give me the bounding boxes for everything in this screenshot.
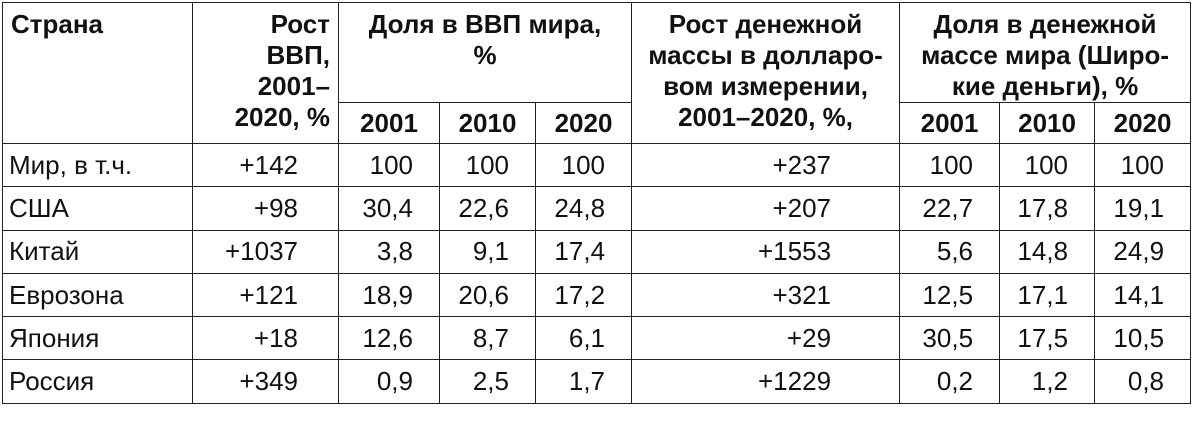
money-share-2010-cell: 100 [999,142,1096,188]
header-money-share: Доля в денежной массе мира (Широ- кие де… [899,2,1192,103]
money-share-2010-cell: 1,2 [999,359,1096,404]
money-growth-cell: +1229 [631,359,901,404]
money-share-2001-cell: 22,7 [899,186,1001,231]
money-growth-cell: +207 [631,186,901,231]
gdp-growth-cell: +98 [192,186,339,231]
header-money-growth: Рост денежной массы в долларо- вом измер… [631,2,901,144]
header-country: Страна [2,2,193,144]
gdp-share-2001-cell: 12,6 [338,316,440,361]
country-cell: Россия [2,359,193,404]
table-row: Китай +1037 3,8 9,1 17,4 +1553 5,6 14,8 24,9 [2,229,1192,274]
gdp-share-2010-cell: 2,5 [439,359,536,404]
money-share-2010-cell: 17,8 [999,186,1096,231]
data-table: Страна Рост ВВП, 2001– 2020, % Доля в ВВ… [2,2,1192,404]
money-share-2020-cell: 0,8 [1094,359,1192,404]
table-row: США +98 30,4 22,6 24,8 +207 22,7 17,8 19,1 [2,186,1192,231]
table-row: Мир, в т.ч. +142 100 100 100 +237 100 100 100 [2,142,1192,188]
gdp-share-2020-cell: 17,2 [534,272,633,318]
money-share-2020-cell: 14,1 [1094,272,1192,318]
money-share-2020-cell: 10,5 [1094,316,1192,361]
gdp-share-2020-cell: 1,7 [534,359,633,404]
gdp-share-2001-cell: 3,8 [338,229,440,274]
gdp-share-2010-cell: 100 [439,142,536,188]
money-share-2001-cell: 0,2 [899,359,1001,404]
money-share-2010-cell: 14,8 [999,229,1096,274]
gdp-share-2010-cell: 9,1 [439,229,536,274]
header-gdp-share: Доля в ВВП мира, % [337,2,633,103]
gdp-share-2001-cell: 18,9 [338,272,440,318]
header-gdp-growth: Рост ВВП, 2001– 2020, % [192,2,339,144]
gdp-share-2020-cell: 100 [534,142,633,188]
gdp-growth-cell: +1037 [192,229,339,274]
gdp-share-2001-cell: 30,4 [338,186,440,231]
money-share-2010-cell: 17,1 [999,272,1096,318]
money-growth-cell: +29 [631,316,901,361]
money-share-2020-cell: 100 [1094,142,1192,188]
money-share-2001-cell: 30,5 [899,316,1001,361]
money-share-2020-cell: 24,9 [1094,229,1192,274]
table-body: Мир, в т.ч. +142 100 100 100 +237 100 100 100 США… [2,142,1192,404]
country-cell: США [2,186,193,231]
table-row: Россия +349 0,9 2,5 1,7 +1229 0,2 1,2 0,8 [2,359,1192,404]
country-cell: Еврозона [2,272,193,318]
table-row: Еврозона +121 18,9 20,6 17,2 +321 12,5 17,1 14,1 [2,272,1192,318]
country-cell: Китай [2,229,193,274]
gdp-growth-cell: +142 [192,142,339,188]
gdp-growth-cell: +349 [192,359,339,404]
money-share-2001-cell: 100 [899,142,1001,188]
table-row: Япония +18 12,6 8,7 6,1 +29 30,5 17,5 10,5 [2,316,1192,361]
gdp-share-2020-cell: 24,8 [534,186,633,231]
country-cell: Мир, в т.ч. [2,142,193,188]
country-cell: Япония [2,316,193,361]
money-share-2020-cell: 19,1 [1094,186,1192,231]
gdp-growth-cell: +121 [192,272,339,318]
money-growth-cell: +321 [631,272,901,318]
money-share-2010-cell: 17,5 [999,316,1096,361]
gdp-share-2020-cell: 17,4 [534,229,633,274]
header-year-gdp-2020: 2020 [534,102,633,144]
header-year-gdp-2001: 2001 [338,102,440,144]
header-year-gdp-2010: 2010 [439,102,536,144]
money-share-2001-cell: 5,6 [899,229,1001,274]
money-share-2001-cell: 12,5 [899,272,1001,318]
gdp-share-2001-cell: 0,9 [338,359,440,404]
money-growth-cell: +1553 [631,229,901,274]
header-year-money-2020: 2020 [1094,102,1192,144]
gdp-share-2020-cell: 6,1 [534,316,633,361]
gdp-share-2010-cell: 20,6 [439,272,536,318]
gdp-growth-cell: +18 [192,316,339,361]
gdp-share-2010-cell: 8,7 [439,316,536,361]
money-growth-cell: +237 [631,142,901,188]
gdp-share-2010-cell: 22,6 [439,186,536,231]
header-year-money-2010: 2010 [999,102,1096,144]
gdp-share-2001-cell: 100 [338,142,440,188]
header-year-money-2001: 2001 [899,102,1001,144]
